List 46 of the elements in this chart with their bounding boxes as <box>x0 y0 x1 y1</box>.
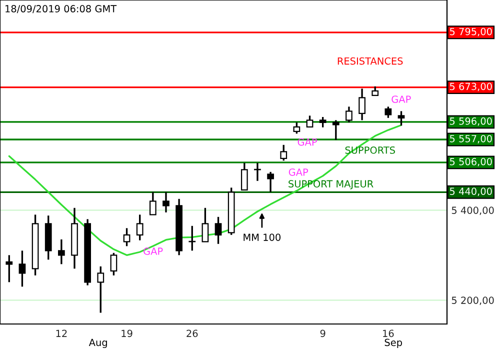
candlestick <box>280 144 288 162</box>
candlestick <box>123 227 130 247</box>
candlestick <box>346 106 352 124</box>
ref-line-label: 5 440,00 <box>450 188 492 196</box>
text: Sep <box>384 338 402 348</box>
candlestick <box>306 114 314 128</box>
candlestick <box>358 88 366 121</box>
x-tick-label: 12 <box>56 330 67 337</box>
candlestick <box>293 122 300 134</box>
candlestick <box>162 191 170 214</box>
candlestick <box>214 216 222 245</box>
candlestick <box>110 252 118 276</box>
ref-line-label: 5 673,00 <box>450 82 492 92</box>
annotation: GAP <box>392 96 411 103</box>
candlestick <box>267 171 274 193</box>
ref-line-label: 5 596,00 <box>450 117 492 126</box>
line-series <box>8 124 402 256</box>
candlestick <box>398 110 405 126</box>
candlestick <box>136 214 144 242</box>
candlestick <box>58 238 65 265</box>
x-tick-label: 26 <box>186 330 198 338</box>
annotation: RESISTANCES <box>338 57 403 65</box>
candlestick <box>202 207 209 242</box>
y-tick-label: 5 200,00 <box>452 296 494 305</box>
x-tick-label: 9 <box>320 330 326 338</box>
candlestick <box>319 116 326 128</box>
annotation: GAP <box>144 248 163 255</box>
x-tick-label: 16 <box>383 330 394 338</box>
annotation: 18/09/2019 06:08 GMT <box>6 5 117 14</box>
candlestick <box>240 162 248 191</box>
candlestick <box>384 106 392 119</box>
ref-line-label: 5 557,00 <box>450 134 492 144</box>
candlestick <box>6 254 13 283</box>
candlestick <box>332 119 340 141</box>
candlestick <box>18 250 26 288</box>
text: Aug <box>88 338 107 348</box>
y-tick-label: 5 400,00 <box>452 206 494 215</box>
annotation: GAP <box>288 168 308 176</box>
candlestick <box>97 266 104 314</box>
annotation: MM 100 <box>244 234 281 241</box>
annotation: GAP <box>298 138 317 146</box>
ref-line-label: 5 795,00 <box>450 28 492 36</box>
ref-line-label: 5 506,00 <box>450 158 492 166</box>
x-tick-label: 19 <box>122 330 132 338</box>
candlestick <box>149 191 156 216</box>
candlestick <box>372 86 379 96</box>
